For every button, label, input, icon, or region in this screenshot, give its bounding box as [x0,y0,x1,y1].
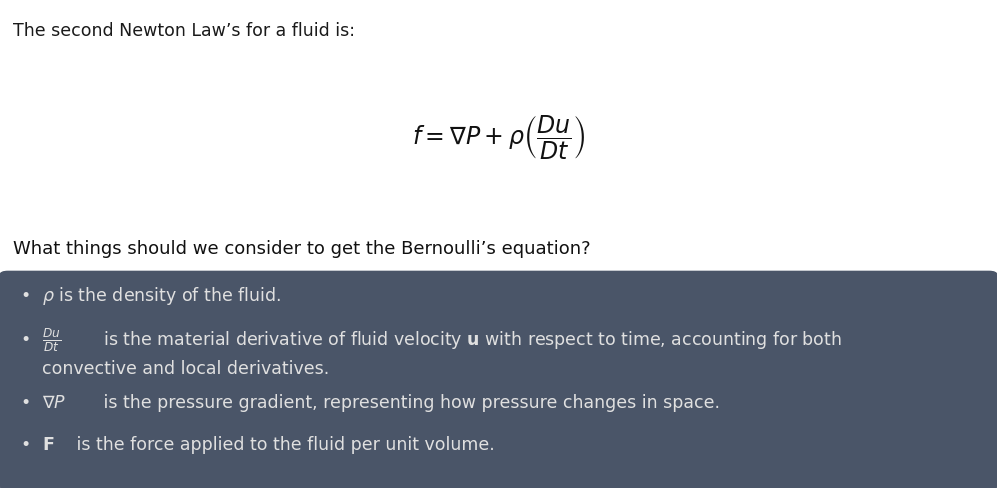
Text: What things should we consider to get the Bernoulli’s equation?: What things should we consider to get th… [13,239,590,257]
Text: $\mathbf{F}$: $\mathbf{F}$ [42,435,54,453]
Text: $\rho$ is the density of the fluid.: $\rho$ is the density of the fluid. [42,285,281,306]
Text: is the pressure gradient, representing how pressure changes in space.: is the pressure gradient, representing h… [98,394,720,411]
Text: convective and local derivatives.: convective and local derivatives. [42,360,329,377]
Text: is the force applied to the fluid per unit volume.: is the force applied to the fluid per un… [71,435,495,453]
Text: •: • [20,330,30,348]
Text: •: • [20,394,30,411]
Text: $\frac{Du}{Dt}$: $\frac{Du}{Dt}$ [42,325,61,353]
Text: The second Newton Law’s for a fluid is:: The second Newton Law’s for a fluid is: [13,22,355,40]
Text: •: • [20,435,30,453]
FancyBboxPatch shape [0,272,997,488]
Text: •: • [20,286,30,304]
Text: is the material derivative of fluid velocity $\mathbf{u}$ with respect to time, : is the material derivative of fluid velo… [98,328,841,350]
Text: $f = \nabla P + \rho\left(\dfrac{Du}{Dt}\right)$: $f = \nabla P + \rho\left(\dfrac{Du}{Dt}… [412,113,585,161]
Text: $\nabla P$: $\nabla P$ [42,394,66,411]
